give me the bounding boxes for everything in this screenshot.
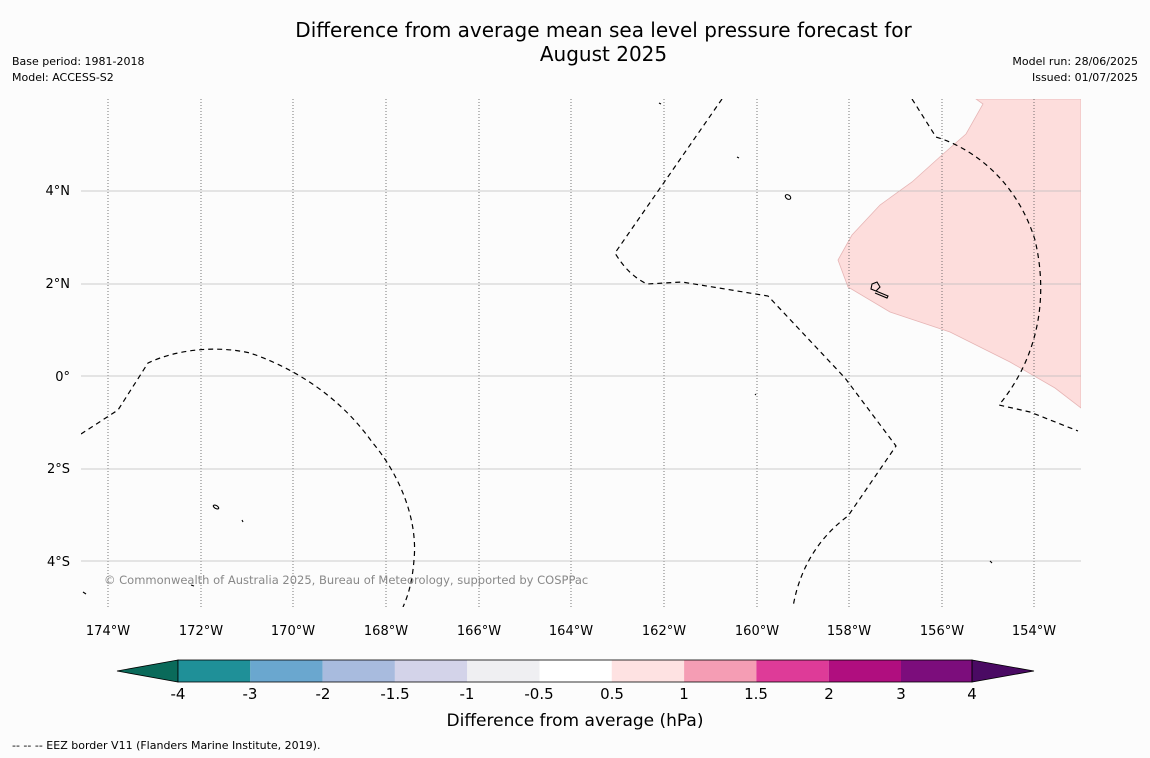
colorbar-segment bbox=[756, 660, 829, 682]
colorbar-tick: 3 bbox=[896, 685, 906, 703]
lat-label: 4°N bbox=[46, 184, 71, 199]
colorbar-outline bbox=[177, 659, 973, 683]
colorbar-tick: -4 bbox=[171, 685, 186, 703]
island bbox=[754, 393, 757, 396]
eez-borders bbox=[81, 99, 1079, 607]
eez-footnote: -- -- -- EEZ border V11 (Flanders Marine… bbox=[12, 739, 321, 752]
longitude-labels: 174°W 172°W 170°W 168°W 166°W 164°W 162°… bbox=[86, 624, 1056, 639]
lat-label: 2°S bbox=[47, 462, 70, 477]
chart-title: Difference from average mean sea level p… bbox=[0, 18, 1150, 66]
lon-label: 172°W bbox=[179, 624, 223, 639]
colorbar-segment bbox=[394, 660, 468, 682]
lon-label: 174°W bbox=[86, 624, 130, 639]
colorbar-segment bbox=[322, 660, 395, 682]
lon-label: 154°W bbox=[1012, 624, 1056, 639]
colorbar: -4 -3 -2 -1.5 -1 -0.5 0.5 1 1.5 2 3 4 Di… bbox=[116, 659, 1035, 731]
island bbox=[658, 102, 662, 105]
lon-label: 156°W bbox=[920, 624, 964, 639]
eez-border-east bbox=[911, 99, 1079, 432]
base-period: Base period: 1981-2018 bbox=[12, 55, 145, 68]
eez-border-west bbox=[81, 348, 416, 607]
latitude-labels: 4°N 2°N 0° 2°S 4°S bbox=[46, 184, 71, 570]
title-line-2: August 2025 bbox=[539, 42, 668, 66]
lon-label: 168°W bbox=[364, 624, 408, 639]
lon-label: 162°W bbox=[642, 624, 686, 639]
colorbar-tick: 1 bbox=[679, 685, 689, 703]
lon-label: 158°W bbox=[827, 624, 871, 639]
island bbox=[989, 560, 993, 564]
island bbox=[82, 591, 87, 595]
meta-left: Base period: 1981-2018 Model: ACCESS-S2 bbox=[12, 54, 144, 86]
lon-label: 166°W bbox=[457, 624, 501, 639]
lat-label: 4°S bbox=[47, 555, 70, 570]
title-line-1: Difference from average mean sea level p… bbox=[295, 18, 912, 42]
colorbar-tick: -1 bbox=[460, 685, 475, 703]
colorbar-tick: -2 bbox=[316, 685, 331, 703]
map-plot-area bbox=[81, 99, 1081, 607]
model-run: Model run: 28/06/2025 bbox=[1012, 55, 1138, 68]
colorbar-tick: 0.5 bbox=[600, 685, 624, 703]
island-group bbox=[870, 281, 889, 299]
island bbox=[784, 194, 792, 200]
colorbar-segment bbox=[467, 660, 540, 682]
eez-border-central bbox=[614, 99, 897, 607]
lon-label: 164°W bbox=[549, 624, 593, 639]
island bbox=[212, 504, 220, 510]
colorbar-tick: -1.5 bbox=[380, 685, 409, 703]
latitude-gridlines bbox=[81, 190, 1081, 562]
colorbar-segment bbox=[828, 660, 901, 682]
island bbox=[241, 519, 244, 523]
issued-date: Issued: 01/07/2025 bbox=[1031, 71, 1138, 84]
lon-label: 170°W bbox=[271, 624, 315, 639]
colorbar-segment bbox=[539, 660, 612, 682]
colorbar-tick: 4 bbox=[967, 685, 977, 703]
island bbox=[736, 156, 740, 159]
colorbar-extend-low bbox=[116, 659, 179, 683]
lat-label: 0° bbox=[55, 370, 70, 385]
colorbar-segment bbox=[178, 660, 251, 682]
lon-label: 160°W bbox=[735, 624, 779, 639]
anomaly-region bbox=[837, 99, 1081, 409]
colorbar-tick: 2 bbox=[824, 685, 834, 703]
model-name: Model: ACCESS-S2 bbox=[12, 71, 114, 84]
copyright-text: © Commonwealth of Australia 2025, Bureau… bbox=[104, 573, 588, 587]
colorbar-segment bbox=[250, 660, 323, 682]
islands bbox=[82, 102, 993, 595]
colorbar-segment bbox=[611, 660, 685, 682]
colorbar-title: Difference from average (hPa) bbox=[447, 711, 704, 731]
colorbar-extend-high bbox=[971, 659, 1035, 683]
island bbox=[190, 584, 195, 587]
colorbar-tick: -0.5 bbox=[524, 685, 553, 703]
colorbar-tick: -3 bbox=[243, 685, 258, 703]
colorbar-tick: 1.5 bbox=[744, 685, 768, 703]
colorbar-segment bbox=[684, 660, 757, 682]
colorbar-segment bbox=[901, 660, 972, 682]
longitude-gridlines bbox=[107, 99, 1035, 607]
meta-right: Model run: 28/06/2025 Issued: 01/07/2025 bbox=[1012, 54, 1138, 86]
lat-label: 2°N bbox=[46, 277, 71, 292]
